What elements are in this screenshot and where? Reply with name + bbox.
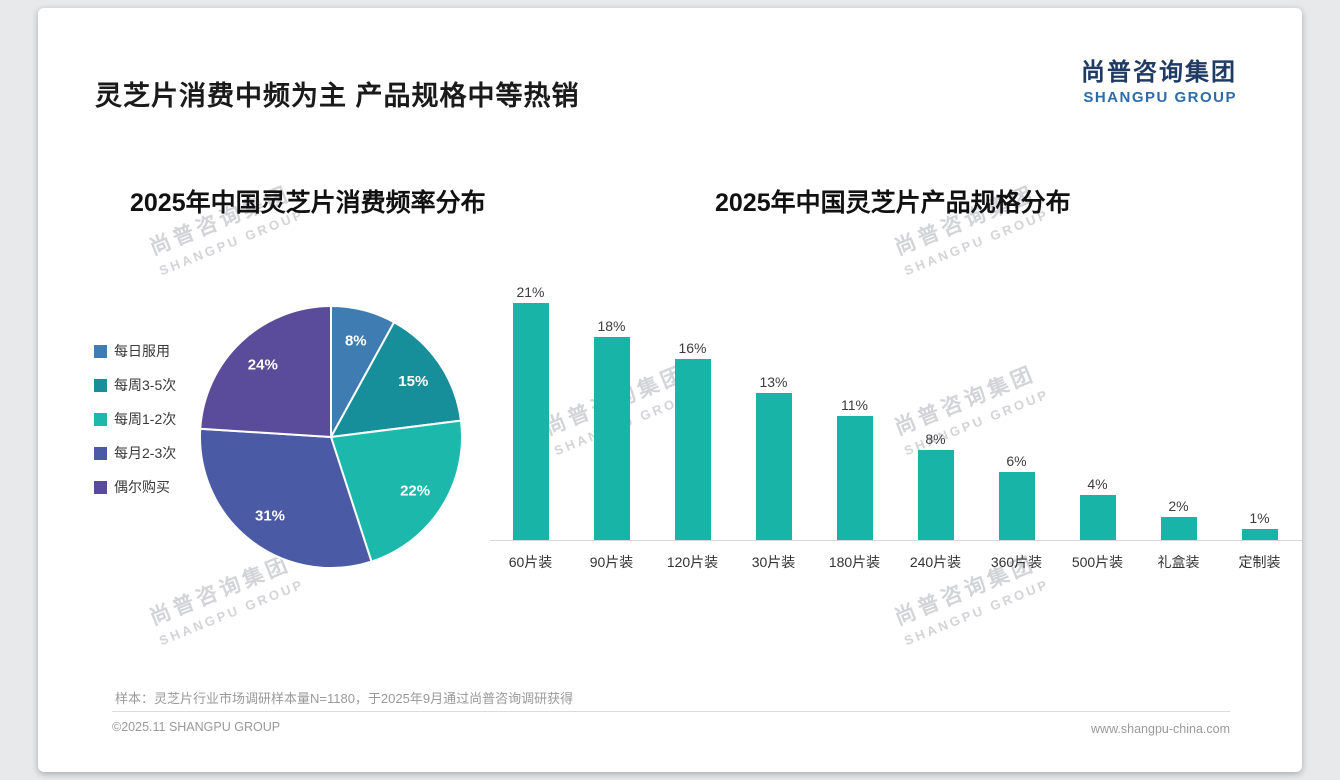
brand-logo: 尚普咨询集团 SHANGPU GROUP: [1081, 52, 1237, 106]
pie-slice-label: 8%: [345, 333, 367, 350]
bar-category-label: 定制装: [1238, 554, 1281, 570]
bar-category-label: 礼盒装: [1157, 554, 1200, 570]
bar-value-label: 8%: [925, 431, 946, 447]
legend-swatch: [94, 344, 107, 358]
bar-category-label: 30片装: [751, 554, 796, 570]
bar: [998, 472, 1035, 540]
bar-column: 18%: [571, 318, 652, 540]
bar-column: 4%: [1057, 476, 1138, 540]
bar-column: 11%: [814, 397, 895, 540]
pie-slice-4: [199, 304, 332, 439]
pie-slice-label: 24%: [248, 356, 278, 373]
bar-chart: 21% 18% 16% 13% 11% 8% 6% 4% 2% 1% 60片装 90片装 120片装 3…: [490, 250, 1302, 572]
bar-category-label: 500片装: [1071, 554, 1124, 570]
bar-category-axis: 60片装 90片装 120片装 30片装 180片装 240片装 360片装 500片装 礼盒装…: [490, 541, 1302, 572]
legend-label: 偶尔购买: [114, 479, 170, 495]
bar-value-label: 13%: [759, 374, 788, 390]
page-title: 灵芝片消费中频为主 产品规格中等热销: [95, 81, 580, 111]
bar-plot-area: 21% 18% 16% 13% 11% 8% 6% 4% 2% 1%: [490, 250, 1302, 541]
bar: [593, 337, 630, 540]
bar-column: 2%: [1138, 498, 1219, 540]
legend-label: 每日服用: [114, 343, 170, 359]
pie-slice-3: [199, 427, 373, 569]
footnote: 样本：灵芝片行业市场调研样本量N=1180，于2025年9月通过尚普咨询调研获得: [115, 691, 574, 706]
pie-chart-title: 2025年中国灵芝片消费频率分布: [130, 189, 486, 217]
legend-swatch: [94, 378, 107, 392]
bar-column: 13%: [733, 374, 814, 540]
pie-slice-label: 22%: [400, 482, 430, 499]
bar: [1079, 495, 1116, 540]
bar-column: 1%: [1219, 510, 1300, 540]
legend-label: 每周1-2次: [114, 411, 177, 427]
bar-value-label: 4%: [1087, 476, 1108, 492]
bar-value-label: 6%: [1006, 453, 1027, 469]
legend-item: 偶尔购买: [94, 478, 176, 496]
bar-value-label: 18%: [597, 318, 626, 334]
bar: [512, 303, 549, 540]
bar-column: 6%: [976, 453, 1057, 540]
pie-slice-label: 31%: [255, 508, 285, 525]
footer-divider: [112, 711, 1230, 712]
website-url: www.shangpu-china.com: [1091, 722, 1230, 736]
legend-label: 每周3-5次: [114, 377, 177, 393]
legend-label: 每月2-3次: [114, 445, 177, 461]
bar-category-label: 360片装: [990, 554, 1043, 570]
bar-column: 21%: [490, 284, 571, 540]
pie-legend: 每日服用每周3-5次 每周1-2次 每月2-3次 偶尔购买: [94, 342, 176, 512]
bar: [1241, 529, 1278, 540]
bar-chart-title: 2025年中国灵芝片产品规格分布: [715, 189, 1071, 217]
bar-value-label: 21%: [516, 284, 545, 300]
bar: [917, 450, 954, 540]
bar-category-label: 240片装: [909, 554, 962, 570]
legend-item: 每月2-3次: [94, 444, 176, 462]
pie-chart: 8% 15% 22% 31% 24%: [199, 304, 463, 569]
pie-slice-1: [329, 320, 463, 439]
bar: [674, 359, 711, 540]
bar-value-label: 2%: [1168, 498, 1189, 514]
bar-value-label: 16%: [678, 340, 707, 356]
bar-value-label: 11%: [841, 397, 868, 413]
legend-swatch: [94, 412, 107, 426]
legend-item: 每周1-2次: [94, 410, 176, 428]
bar-category-label: 60片装: [508, 554, 553, 570]
brand-logo-en: SHANGPU GROUP: [1083, 89, 1237, 106]
bar: [755, 393, 792, 540]
bar-column: 8%: [895, 431, 976, 540]
bar-value-label: 1%: [1249, 510, 1270, 526]
bar-category-label: 120片装: [666, 554, 719, 570]
legend-item: 每周3-5次: [94, 376, 176, 394]
legend-swatch: [94, 480, 107, 494]
bar-column: 16%: [652, 340, 733, 540]
pie-slice-label: 15%: [398, 373, 428, 390]
copyright: ©2025.11 SHANGPU GROUP: [112, 720, 281, 734]
brand-logo-cn: 尚普咨询集团: [1081, 59, 1237, 86]
bar: [836, 416, 873, 540]
bar-category-label: 180片装: [828, 554, 881, 570]
pie-slice-2: [329, 419, 463, 563]
bar-category-label: 90片装: [589, 554, 634, 570]
legend-item: 每日服用: [94, 342, 176, 360]
legend-swatch: [94, 446, 107, 460]
bar: [1160, 517, 1197, 540]
